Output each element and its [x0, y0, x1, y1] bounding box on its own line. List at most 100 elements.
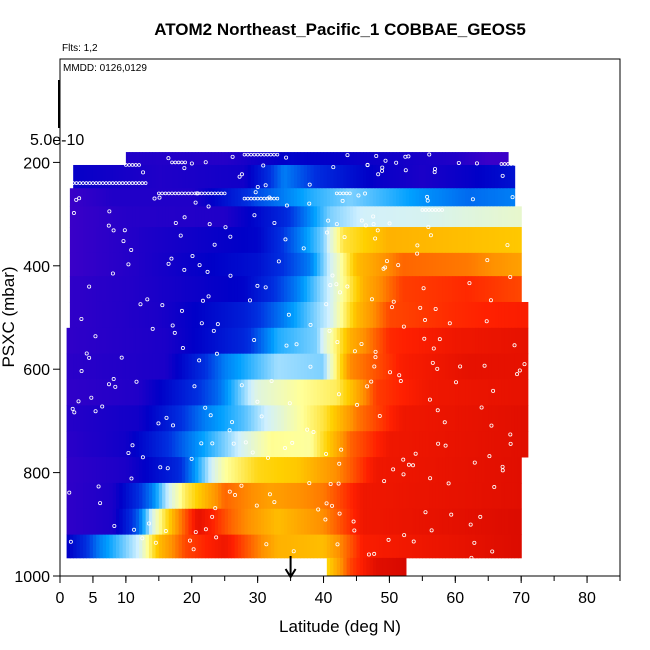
heatmap-cell [142, 508, 147, 536]
heatmap-cell [132, 206, 137, 228]
heatmap-cell [465, 457, 470, 484]
heatmap-cell [461, 457, 466, 484]
sample-point [153, 540, 158, 545]
heatmap-cell [455, 379, 460, 406]
heatmap-cell [445, 405, 450, 432]
heatmap-cell [491, 327, 496, 355]
heatmap-cell [277, 379, 282, 406]
heatmap-cell [267, 431, 272, 458]
heatmap-cell [83, 227, 87, 254]
heatmap-cell [333, 557, 338, 577]
heatmap-cell [340, 482, 344, 510]
heatmap-cell [270, 353, 275, 380]
heatmap-cell [96, 508, 101, 536]
heatmap-cell [488, 164, 493, 189]
heatmap-cell [224, 508, 229, 536]
heatmap-cell [478, 405, 483, 432]
heatmap-cell [290, 276, 295, 303]
sample-point [265, 455, 270, 460]
heatmap-cell [452, 379, 456, 406]
heatmap-cell [191, 405, 196, 432]
heatmap-cell [405, 327, 410, 355]
heatmap-cell [498, 353, 503, 380]
heatmap-cell [389, 327, 394, 355]
heatmap-cell [251, 206, 255, 228]
heatmap-cell [471, 301, 476, 329]
sample-point [180, 346, 185, 351]
heatmap-cell [402, 457, 407, 484]
heatmap-cell [336, 431, 341, 458]
heatmap-cell [198, 206, 203, 228]
heatmap-cell [287, 431, 292, 458]
heatmap-cell [274, 379, 279, 406]
heatmap-cell [155, 276, 160, 303]
heatmap-cell [432, 188, 437, 207]
heatmap-cell [102, 164, 107, 189]
heatmap-cell [511, 227, 516, 254]
heatmap-cell [471, 227, 476, 254]
heatmap-cell [139, 508, 143, 536]
heatmap-cell [89, 482, 94, 510]
heatmap-cell [214, 457, 219, 484]
heatmap-cell [491, 252, 496, 277]
sample-point [397, 373, 402, 378]
heatmap-cell [402, 508, 407, 536]
heatmap-cell [102, 252, 107, 277]
sample-point [122, 228, 127, 233]
heatmap-cell [280, 252, 285, 277]
heatmap-cell [172, 431, 176, 458]
heatmap-cell [234, 227, 239, 254]
heatmap-cell [102, 379, 107, 406]
heatmap-cell [468, 227, 473, 254]
heatmap-cell [195, 379, 199, 406]
heatmap-cell [415, 301, 420, 329]
heatmap-cell [428, 379, 433, 406]
heatmap-cell [300, 252, 305, 277]
sample-point [79, 369, 84, 374]
sample-point [307, 201, 312, 206]
heatmap-cell [119, 164, 124, 189]
heatmap-cell [353, 353, 358, 380]
heatmap-cell [109, 508, 114, 536]
heatmap-cell [376, 431, 381, 458]
heatmap-cell [198, 405, 203, 432]
sample-point [490, 549, 495, 554]
heatmap-cell [188, 188, 193, 207]
heatmap-cell [270, 457, 275, 484]
heatmap-cell [214, 276, 219, 303]
heatmap-cell [432, 482, 437, 510]
heatmap-cell [359, 379, 364, 406]
heatmap-cell [428, 188, 433, 207]
heatmap-cell [452, 188, 456, 207]
heatmap-cell [254, 379, 259, 406]
heatmap-cell [508, 457, 512, 484]
heatmap-cell [241, 227, 246, 254]
heatmap-cell [290, 227, 295, 254]
heatmap-cell [504, 301, 509, 329]
heatmap-cell [280, 188, 285, 207]
heatmap-cell [106, 508, 111, 536]
heatmap-cell [224, 353, 229, 380]
heatmap-cell [270, 379, 275, 406]
heatmap-cell [231, 227, 236, 254]
heatmap-cell [438, 534, 443, 559]
heatmap-cell [290, 164, 295, 189]
heatmap-cell [366, 353, 371, 380]
heatmap-cell [247, 353, 252, 380]
heatmap-cell [69, 188, 74, 207]
heatmap-cell [191, 534, 196, 559]
heatmap-cell [402, 276, 407, 303]
heatmap-cell [274, 276, 279, 303]
heatmap-cell [484, 206, 489, 228]
heatmap-cell [208, 353, 213, 380]
heatmap-cell [359, 508, 364, 536]
heatmap-cell [504, 276, 509, 303]
sample-point [348, 191, 352, 196]
heatmap-cell [155, 227, 160, 254]
heatmap-cell [455, 152, 460, 166]
heatmap-cell [326, 227, 331, 254]
heatmap-cell [448, 301, 453, 329]
heatmap-cell [511, 482, 516, 510]
heatmap-cell [313, 301, 318, 329]
heatmap-cell [83, 353, 87, 380]
